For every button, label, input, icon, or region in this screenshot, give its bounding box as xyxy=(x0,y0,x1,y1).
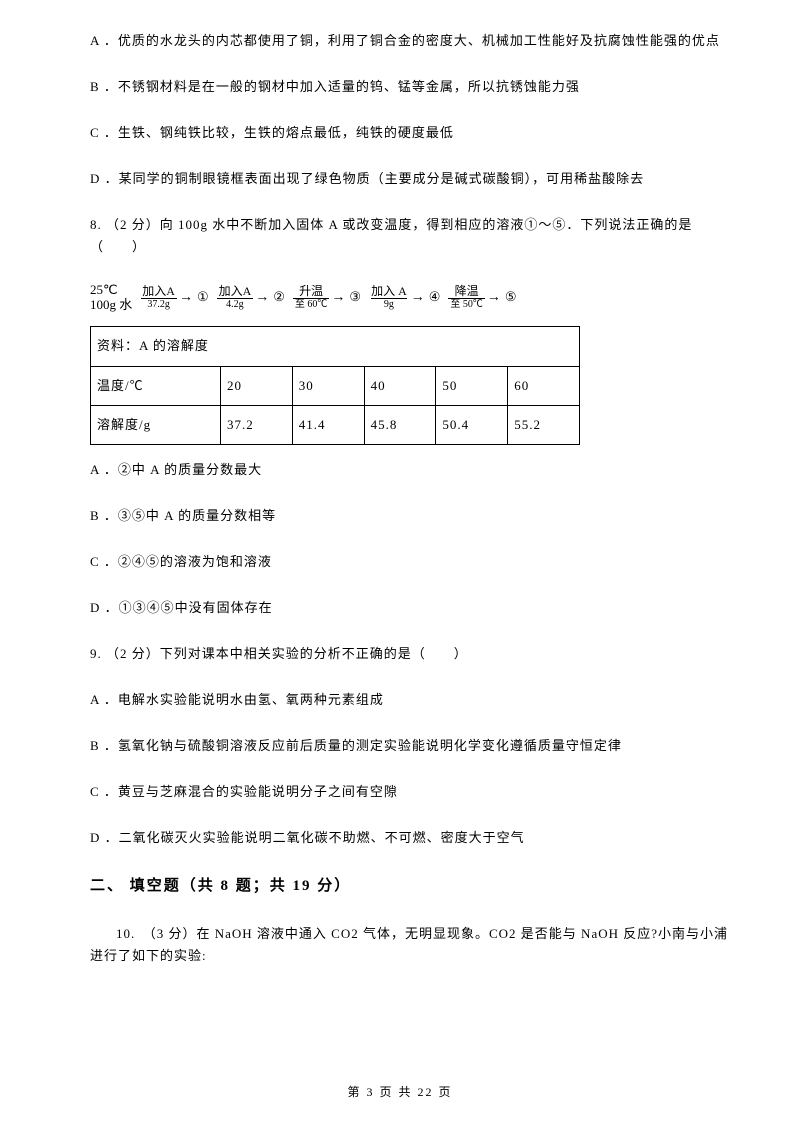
step3-bot: 至 60℃ xyxy=(293,298,330,310)
section-2-title: 二、 填空题（共 8 题；共 19 分） xyxy=(90,874,740,900)
arrow-icon: → xyxy=(487,286,501,310)
table-cell: 20 xyxy=(221,366,293,405)
diagram-init-line2: 100g 水 xyxy=(90,298,132,313)
step3-top: 升温 xyxy=(297,285,325,298)
table-cell: 41.4 xyxy=(292,405,364,444)
table-cell: 45.8 xyxy=(364,405,436,444)
table-cell: 37.2 xyxy=(221,405,293,444)
diagram-step-1: 加入A 37.2g xyxy=(140,285,177,310)
table-row: 温度/℃ 20 30 40 50 60 xyxy=(91,366,580,405)
table-caption: 资料：A 的溶解度 xyxy=(91,327,580,366)
q7-option-a: A ．优质的水龙头的内芯都使用了铜，利用了铜合金的密度大、机械加工性能好及抗腐蚀… xyxy=(90,30,740,52)
table-cell: 50 xyxy=(436,366,508,405)
node-4: ④ xyxy=(429,286,441,308)
diagram-initial: 25℃ 100g 水 xyxy=(90,283,132,313)
table-row: 溶解度/g 37.2 41.4 45.8 50.4 55.2 xyxy=(91,405,580,444)
q8-diagram: 25℃ 100g 水 加入A 37.2g → ① 加入A 4.2g → ② 升温… xyxy=(90,283,740,313)
step5-top: 降温 xyxy=(453,285,481,298)
diagram-init-line1: 25℃ xyxy=(90,283,118,298)
arrow-icon: → xyxy=(411,286,425,310)
diagram-step-3: 升温 至 60℃ xyxy=(293,285,330,310)
row-label-solub: 溶解度/g xyxy=(91,405,221,444)
table-cell: 40 xyxy=(364,366,436,405)
q8-option-a: A ．②中 A 的质量分数最大 xyxy=(90,459,740,481)
table-caption-row: 资料：A 的溶解度 xyxy=(91,327,580,366)
step1-bot: 37.2g xyxy=(141,298,177,310)
step2-top: 加入A xyxy=(217,285,254,298)
step4-top: 加入 A xyxy=(369,285,409,298)
node-1: ① xyxy=(197,286,209,308)
page-footer: 第 3 页 共 22 页 xyxy=(0,1082,800,1102)
arrow-icon: → xyxy=(255,286,269,310)
q9-option-b: B ．氢氧化钠与硫酸铜溶液反应前后质量的测定实验能说明化学变化遵循质量守恒定律 xyxy=(90,735,740,757)
q8-stem: 8. （2 分）向 100g 水中不断加入固体 A 或改变温度，得到相应的溶液①… xyxy=(90,214,740,258)
q8-option-d: D ．①③④⑤中没有固体存在 xyxy=(90,597,740,619)
arrow-icon: → xyxy=(179,286,193,310)
q8-option-c: C ．②④⑤的溶液为饱和溶液 xyxy=(90,551,740,573)
node-2: ② xyxy=(273,286,285,308)
q7-option-c: C ．生铁、钢纯铁比较，生铁的熔点最低，纯铁的硬度最低 xyxy=(90,122,740,144)
q9-option-a: A ．电解水实验能说明水由氢、氧两种元素组成 xyxy=(90,689,740,711)
q10-stem: 10. （3 分）在 NaOH 溶液中通入 CO2 气体，无明显现象。CO2 是… xyxy=(90,923,740,967)
solubility-table: 资料：A 的溶解度 温度/℃ 20 30 40 50 60 溶解度/g 37.2… xyxy=(90,326,580,444)
node-3: ③ xyxy=(349,286,361,308)
q9-option-c: C ．黄豆与芝麻混合的实验能说明分子之间有空隙 xyxy=(90,781,740,803)
q9-stem: 9. （2 分）下列对课本中相关实验的分析不正确的是（ ） xyxy=(90,643,740,665)
table-cell: 30 xyxy=(292,366,364,405)
step2-bot: 4.2g xyxy=(217,298,253,310)
table-cell: 60 xyxy=(508,366,580,405)
diagram-step-4: 加入 A 9g xyxy=(369,285,409,310)
node-5: ⑤ xyxy=(505,286,517,308)
arrow-icon: → xyxy=(331,286,345,310)
step5-bot: 至 50℃ xyxy=(448,298,485,310)
q8-option-b: B ．③⑤中 A 的质量分数相等 xyxy=(90,505,740,527)
q7-option-d: D ．某同学的铜制眼镜框表面出现了绿色物质（主要成分是碱式碳酸铜），可用稀盐酸除… xyxy=(90,168,740,190)
diagram-step-2: 加入A 4.2g xyxy=(217,285,254,310)
diagram-step-5: 降温 至 50℃ xyxy=(448,285,485,310)
step4-bot: 9g xyxy=(371,298,407,310)
q9-option-d: D ．二氧化碳灭火实验能说明二氧化碳不助燃、不可燃、密度大于空气 xyxy=(90,827,740,849)
row-label-temp: 温度/℃ xyxy=(91,366,221,405)
step1-top: 加入A xyxy=(140,285,177,298)
q7-option-b: B ．不锈钢材料是在一般的钢材中加入适量的钨、锰等金属，所以抗锈蚀能力强 xyxy=(90,76,740,98)
table-cell: 55.2 xyxy=(508,405,580,444)
table-cell: 50.4 xyxy=(436,405,508,444)
